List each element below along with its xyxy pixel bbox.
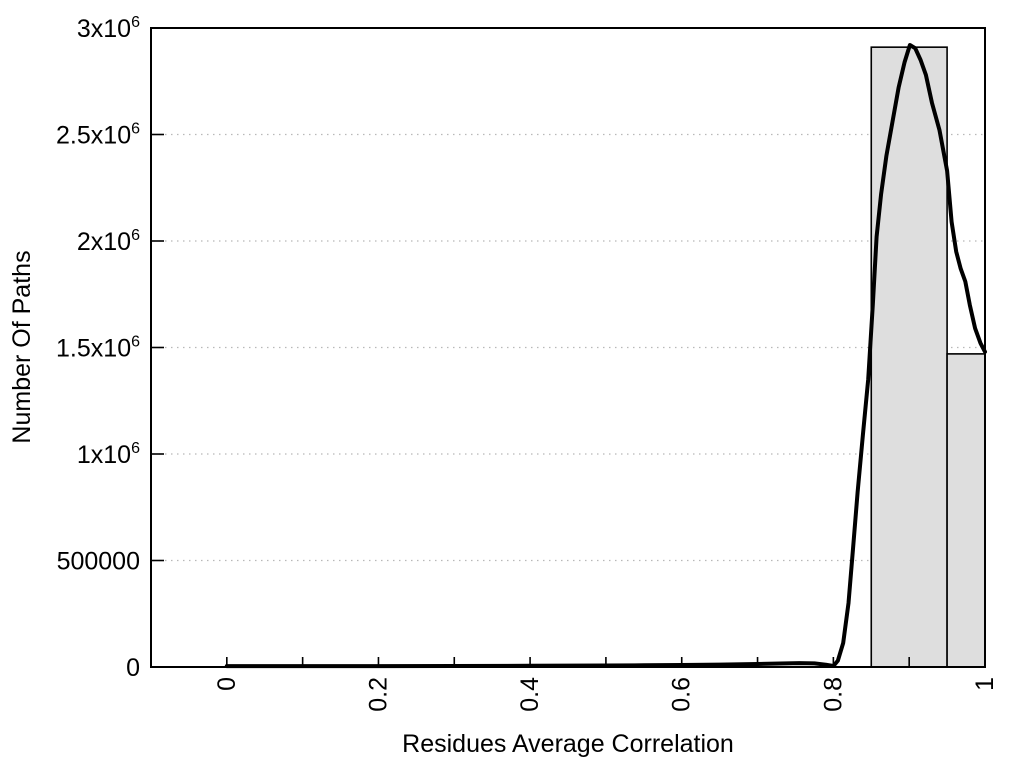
y-tick-label: 1x106 <box>77 440 140 469</box>
histogram-bar <box>946 353 986 668</box>
axis-titles: Number Of Paths Residues Average Correla… <box>8 250 734 758</box>
y-tick-exponent: 6 <box>131 440 140 457</box>
y-tick-label: 3x106 <box>77 14 140 43</box>
y-tick-label: 1.5x106 <box>56 334 140 363</box>
bars-layer <box>870 46 986 668</box>
x-tick-label: 0 <box>213 677 241 691</box>
x-tick-label: 0.8 <box>819 677 847 712</box>
x-tick-label: 1 <box>971 677 999 691</box>
x-tick-label: 0.6 <box>668 677 696 712</box>
axes-layer <box>150 27 986 668</box>
fit-curve <box>224 43 987 669</box>
y-tick-label: 2x106 <box>77 227 140 256</box>
curve-layer <box>224 43 987 669</box>
y-tick-exponent: 6 <box>131 121 140 138</box>
y-tick-exponent: 6 <box>131 14 140 31</box>
y-tick-label: 2.5x106 <box>56 121 140 150</box>
y-tick-exponent: 6 <box>131 334 140 351</box>
y-tick-label: 500000 <box>57 548 140 576</box>
y-tick-label: 0 <box>126 654 140 682</box>
y-tick-exponent: 6 <box>131 227 140 244</box>
x-tick-label: 0.4 <box>516 677 544 712</box>
y-axis-title: Number Of Paths <box>8 250 36 443</box>
x-tick-label: 0.2 <box>364 677 392 712</box>
gridlines-layer <box>153 133 985 562</box>
x-axis-title: Residues Average Correlation <box>402 730 734 758</box>
tick-labels-layer: 0 0.2 0.4 0.6 0.8 1 0 500000 1x106 1.5x106 2x106 2.… <box>56 14 999 712</box>
histogram-bar <box>870 46 948 668</box>
